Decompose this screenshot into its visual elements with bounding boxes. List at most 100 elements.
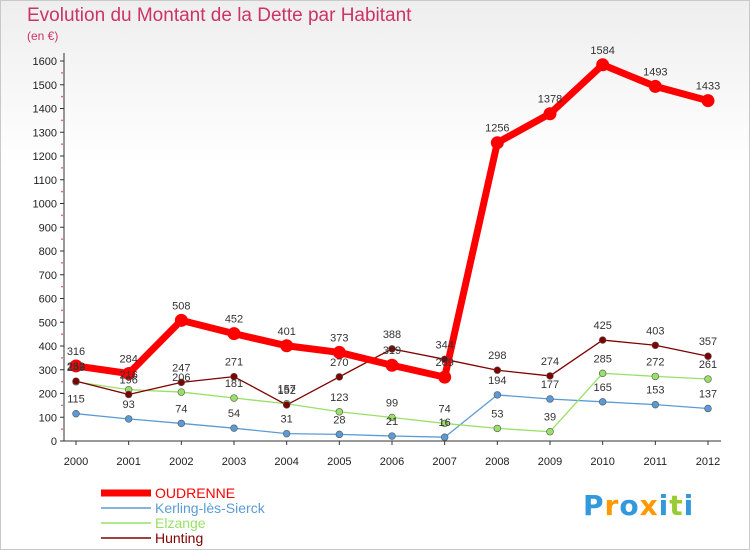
data-point	[72, 377, 80, 385]
data-label: 152	[277, 385, 295, 397]
data-point	[335, 430, 344, 439]
data-label: 274	[541, 356, 559, 368]
data-point	[230, 394, 238, 402]
legend-label: OUDRENNE	[155, 485, 235, 501]
data-point	[335, 373, 344, 381]
x-tick-label: 2007	[432, 456, 456, 468]
x-tick-label: 2012	[696, 456, 720, 468]
data-point	[230, 424, 238, 432]
y-minor-tick	[61, 404, 63, 407]
y-tick-label: 1100	[33, 175, 57, 187]
y-tick-label: 0	[51, 436, 57, 448]
data-point	[388, 345, 396, 353]
data-point	[704, 352, 712, 360]
y-minor-tick	[61, 190, 63, 193]
chart-subtitle: (en €)	[27, 29, 59, 43]
data-point	[122, 367, 136, 381]
data-point	[546, 428, 554, 436]
data-label: 1433	[696, 81, 720, 93]
data-label: 403	[646, 325, 664, 337]
logo-letter: t	[669, 489, 684, 522]
logo-letter: i	[683, 489, 695, 522]
data-label: 216	[119, 370, 137, 382]
data-label: 271	[225, 357, 243, 369]
logo-letter: x	[639, 489, 659, 522]
data-point	[124, 415, 133, 423]
legend-label: Hunting	[155, 530, 203, 546]
data-point	[598, 369, 607, 378]
y-tick-label: 100	[39, 412, 57, 424]
data-point	[388, 432, 396, 440]
data-point	[701, 94, 715, 108]
data-point	[385, 358, 399, 372]
y-minor-tick	[61, 71, 63, 74]
logo-letter: P	[583, 489, 605, 522]
data-point	[177, 378, 186, 387]
data-point	[651, 341, 660, 349]
data-point	[335, 408, 344, 416]
data-label: 115	[67, 394, 85, 406]
data-point	[177, 388, 186, 396]
data-point	[490, 136, 504, 150]
data-point	[546, 372, 554, 380]
data-point	[493, 391, 502, 399]
y-minor-tick	[61, 428, 63, 431]
y-minor-tick	[61, 261, 63, 264]
data-point	[648, 79, 662, 93]
y-tick-label: 200	[39, 389, 57, 401]
series-labels: 316 284 508 452 401 373 319 269 1256 1378 1584 1493…	[67, 45, 720, 429]
data-label: 247	[172, 362, 190, 374]
series-lines	[72, 61, 712, 438]
y-minor-tick	[61, 285, 63, 288]
data-label: 425	[593, 320, 611, 332]
y-tick-label: 500	[39, 317, 57, 329]
data-point	[280, 339, 294, 353]
y-minor-tick	[61, 214, 63, 217]
data-point	[440, 433, 449, 441]
data-point	[230, 372, 238, 381]
data-point	[598, 336, 607, 344]
y-tick-label: 1400	[33, 104, 57, 116]
data-label: 344	[435, 339, 453, 351]
y-minor-tick	[61, 95, 63, 98]
x-tick-label: 2001	[116, 456, 140, 468]
data-label: 508	[172, 300, 190, 312]
data-label: 252	[67, 361, 85, 373]
x-tick-label: 2004	[274, 456, 298, 468]
y-tick-label: 900	[39, 222, 57, 234]
data-label: 206	[172, 372, 190, 384]
data-label: 196	[119, 374, 137, 386]
data-label: 74	[439, 403, 451, 415]
y-minor-tick	[61, 380, 63, 383]
data-point	[596, 58, 610, 72]
data-point	[174, 313, 188, 327]
chart-axes: 0 100 200 300 400 500 600 700 800 900 1000 1100 1200…	[33, 53, 721, 468]
data-label: 181	[225, 378, 243, 390]
x-tick-label: 2002	[169, 456, 193, 468]
data-label: 373	[330, 332, 348, 344]
x-tick-label: 2011	[644, 456, 668, 468]
y-tick-label: 1000	[33, 199, 57, 211]
data-label: 53	[491, 408, 503, 420]
x-tick-label: 2010	[590, 456, 614, 468]
y-tick-label: 700	[39, 270, 57, 282]
y-tick-label: 1500	[33, 80, 57, 92]
data-label: 284	[119, 354, 137, 366]
data-label: 1493	[643, 66, 667, 78]
legend-label: Elzange	[155, 515, 206, 531]
data-label: 21	[386, 416, 398, 428]
data-label: 270	[330, 357, 348, 369]
data-label: 319	[383, 345, 401, 357]
x-tick-label: 2005	[327, 456, 351, 468]
y-minor-tick	[61, 333, 63, 336]
data-point	[598, 398, 607, 406]
data-label: 388	[383, 329, 401, 341]
data-label: 269	[435, 357, 453, 369]
data-point	[546, 395, 554, 403]
data-point	[72, 409, 80, 418]
y-minor-tick	[61, 356, 63, 359]
data-point	[177, 419, 186, 428]
logo-letter: o	[619, 489, 640, 522]
data-label: 74	[175, 403, 187, 415]
